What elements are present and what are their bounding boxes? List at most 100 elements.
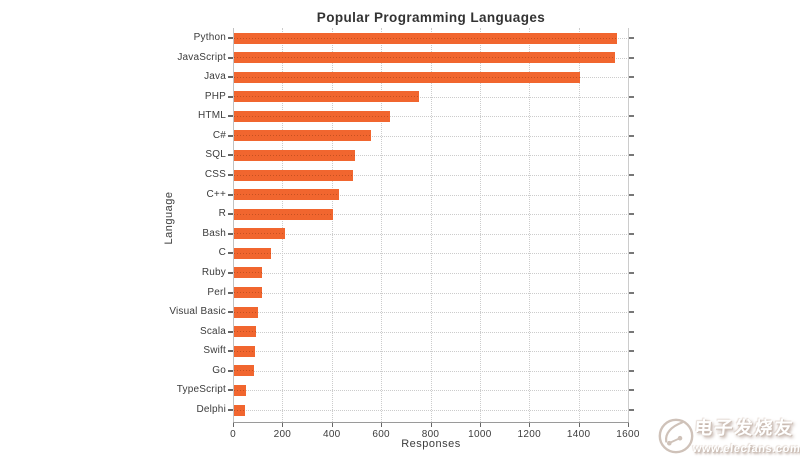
y-right-tick <box>629 271 634 274</box>
bar-gridline-overlay <box>234 213 333 215</box>
y-tick <box>228 76 233 79</box>
y-gridline <box>233 155 629 157</box>
y-right-tick <box>629 193 634 196</box>
y-right-tick <box>629 311 634 314</box>
y-category-label: HTML <box>197 110 226 122</box>
y-gridline <box>233 292 629 294</box>
y-tick <box>228 409 233 411</box>
y-tick <box>228 37 233 39</box>
y-category-label: C <box>218 247 226 259</box>
watermark: 电子发烧友 www.elecfans.com <box>656 412 800 466</box>
bar-gridline-overlay <box>234 96 420 98</box>
chart-title: Popular Programming Languages <box>316 10 546 25</box>
bar <box>234 71 580 83</box>
x-gridline <box>430 28 432 422</box>
y-tick <box>228 369 233 372</box>
y-tick <box>228 330 233 333</box>
y-right-tick <box>629 174 634 177</box>
left-axis-spine <box>233 28 234 422</box>
y-gridline <box>233 312 629 314</box>
x-tick-label: 0 <box>230 429 236 440</box>
y-right-tick <box>629 369 634 372</box>
y-tick <box>228 252 233 255</box>
x-gridline <box>529 28 531 422</box>
watermark-url: www.elecfans.com <box>692 443 800 455</box>
x-gridline <box>282 28 284 422</box>
watermark-text: 电子发烧友 www.elecfans.com <box>692 414 800 455</box>
x-tick-label: 1600 <box>616 429 640 440</box>
x-tick-label: 1400 <box>566 429 591 440</box>
bar-gridline-overlay <box>234 233 285 235</box>
bar-gridline-overlay <box>234 350 256 352</box>
y-category-label: Perl <box>207 286 226 298</box>
y-right-tick <box>629 37 634 39</box>
bar-gridline-overlay <box>234 311 258 313</box>
y-gridline <box>233 214 629 216</box>
y-tick <box>228 232 233 235</box>
x-tick-label: 200 <box>273 429 292 440</box>
y-category-label: Python <box>193 32 226 43</box>
bar-gridline-overlay <box>234 292 262 294</box>
y-tick <box>228 213 233 216</box>
right-axis-spine <box>628 28 629 422</box>
y-tick <box>228 311 233 314</box>
bar <box>234 130 372 142</box>
bar-gridline-overlay <box>234 252 272 254</box>
y-gridline <box>233 175 629 177</box>
y-tick <box>228 174 233 177</box>
y-right-tick <box>629 76 634 79</box>
y-gridline <box>233 351 629 353</box>
x-tick <box>381 423 383 427</box>
y-gridline <box>233 390 629 392</box>
y-tick <box>228 154 233 157</box>
y-category-label: Swift <box>203 345 226 357</box>
x-tick <box>282 423 284 427</box>
y-right-tick <box>629 291 634 294</box>
bar <box>234 365 254 377</box>
bar-gridline-overlay <box>234 37 617 39</box>
y-category-label: C++ <box>206 188 226 200</box>
x-tick <box>331 423 333 427</box>
y-gridline <box>233 194 629 196</box>
y-gridline <box>233 135 629 137</box>
x-tick-label: 400 <box>322 429 341 440</box>
x-gridline <box>381 28 383 422</box>
bar <box>234 228 285 240</box>
x-gridline <box>479 28 481 422</box>
x-tick-label: 1200 <box>517 429 541 440</box>
y-category-label: Ruby <box>201 266 226 278</box>
y-right-tick <box>629 134 634 137</box>
y-category-label: CSS <box>204 169 226 181</box>
bar-gridline-overlay <box>234 174 353 176</box>
bar-gridline-overlay <box>234 331 257 333</box>
y-tick <box>228 134 233 137</box>
y-gridline <box>233 331 629 333</box>
bar <box>234 169 353 181</box>
bar-gridline-overlay <box>234 409 246 411</box>
y-right-tick <box>629 56 634 59</box>
bar <box>234 326 257 338</box>
bottom-axis-spine <box>233 422 629 423</box>
bar <box>234 404 246 416</box>
y-right-tick <box>629 95 634 98</box>
bar-gridline-overlay <box>234 370 254 372</box>
y-gridline <box>233 410 629 411</box>
y-right-tick <box>629 115 634 118</box>
bar <box>234 287 262 299</box>
x-tick <box>233 423 234 427</box>
bar-gridline-overlay <box>234 115 390 117</box>
x-tick-label: 800 <box>421 429 440 440</box>
y-gridline <box>233 233 629 235</box>
bar <box>234 208 333 220</box>
y-gridline <box>233 253 629 255</box>
x-tick-label: 1000 <box>468 429 492 440</box>
x-axis-label: Responses <box>401 438 461 450</box>
y-tick <box>228 271 233 274</box>
x-gridline <box>578 28 580 422</box>
y-category-label: TypeScript <box>176 384 226 396</box>
x-tick <box>578 423 580 427</box>
y-tick <box>228 95 233 98</box>
bar <box>234 110 390 122</box>
y-tick <box>228 350 233 353</box>
y-right-tick <box>629 409 634 411</box>
